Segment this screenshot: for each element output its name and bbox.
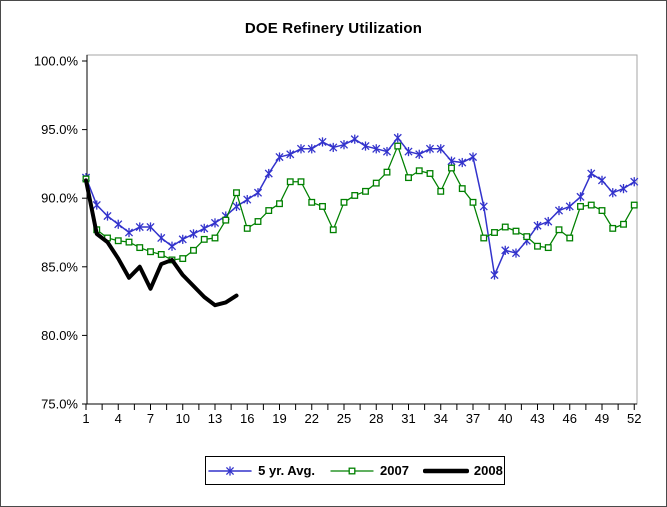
x-axis-tick-label: 10 bbox=[176, 411, 190, 426]
x-axis-tick-label: 4 bbox=[115, 411, 122, 426]
x-axis-tick-label: 25 bbox=[337, 411, 351, 426]
x-axis-tick-label: 40 bbox=[498, 411, 512, 426]
legend-label-2008: 2008 bbox=[473, 463, 503, 478]
legend-item-5yr-avg: 5 yr. Avg. bbox=[207, 463, 315, 479]
series-line bbox=[85, 137, 635, 276]
x-axis-tick-label: 16 bbox=[240, 411, 254, 426]
y-axis-tick-label: 95.0% bbox=[41, 122, 78, 137]
legend-item-2007: 2007 bbox=[329, 463, 409, 479]
x-axis-tick-label: 37 bbox=[466, 411, 480, 426]
legend-label-2007: 2007 bbox=[380, 463, 409, 478]
y-axis-tick-label: 85.0% bbox=[41, 259, 78, 274]
x-axis-tick-label: 49 bbox=[595, 411, 609, 426]
x-axis-tick-label: 34 bbox=[434, 411, 448, 426]
y-axis-tick-label: 80.0% bbox=[41, 328, 78, 343]
x-axis-tick-label: 22 bbox=[305, 411, 319, 426]
x-axis-tick-label: 7 bbox=[147, 411, 154, 426]
plot-border bbox=[86, 54, 638, 405]
legend-label-5yr-avg: 5 yr. Avg. bbox=[258, 463, 315, 478]
x-axis-tick-label: 52 bbox=[627, 411, 641, 426]
x-axis-tick-label: 19 bbox=[272, 411, 286, 426]
x-axis-tick-label: 46 bbox=[563, 411, 577, 426]
series-5-yr-avg- bbox=[81, 133, 639, 280]
series-2007 bbox=[82, 142, 638, 264]
series-line bbox=[84, 178, 239, 308]
legend-item-2008: 2008 bbox=[422, 463, 503, 479]
x-axis-tick-label: 1 bbox=[82, 411, 89, 426]
chart-title: DOE Refinery Utilization bbox=[244, 20, 423, 37]
legend: 5 yr. Avg. 2007 2008 bbox=[205, 456, 505, 485]
series-line bbox=[85, 145, 635, 261]
y-axis-tick-label: 100.0% bbox=[34, 54, 79, 69]
legend-line-square-icon bbox=[330, 467, 374, 474]
legend-line-star-icon bbox=[208, 465, 252, 476]
x-axis-tick-label: 13 bbox=[208, 411, 222, 426]
legend-line-thick-icon bbox=[422, 468, 469, 473]
x-axis-tick-label: 43 bbox=[530, 411, 544, 426]
y-axis-tick-label: 75.0% bbox=[41, 397, 78, 412]
x-axis-tick-label: 28 bbox=[369, 411, 383, 426]
x-axis-tick-label: 31 bbox=[401, 411, 415, 426]
series-2008 bbox=[84, 178, 239, 308]
y-axis-tick-label: 90.0% bbox=[41, 191, 78, 206]
